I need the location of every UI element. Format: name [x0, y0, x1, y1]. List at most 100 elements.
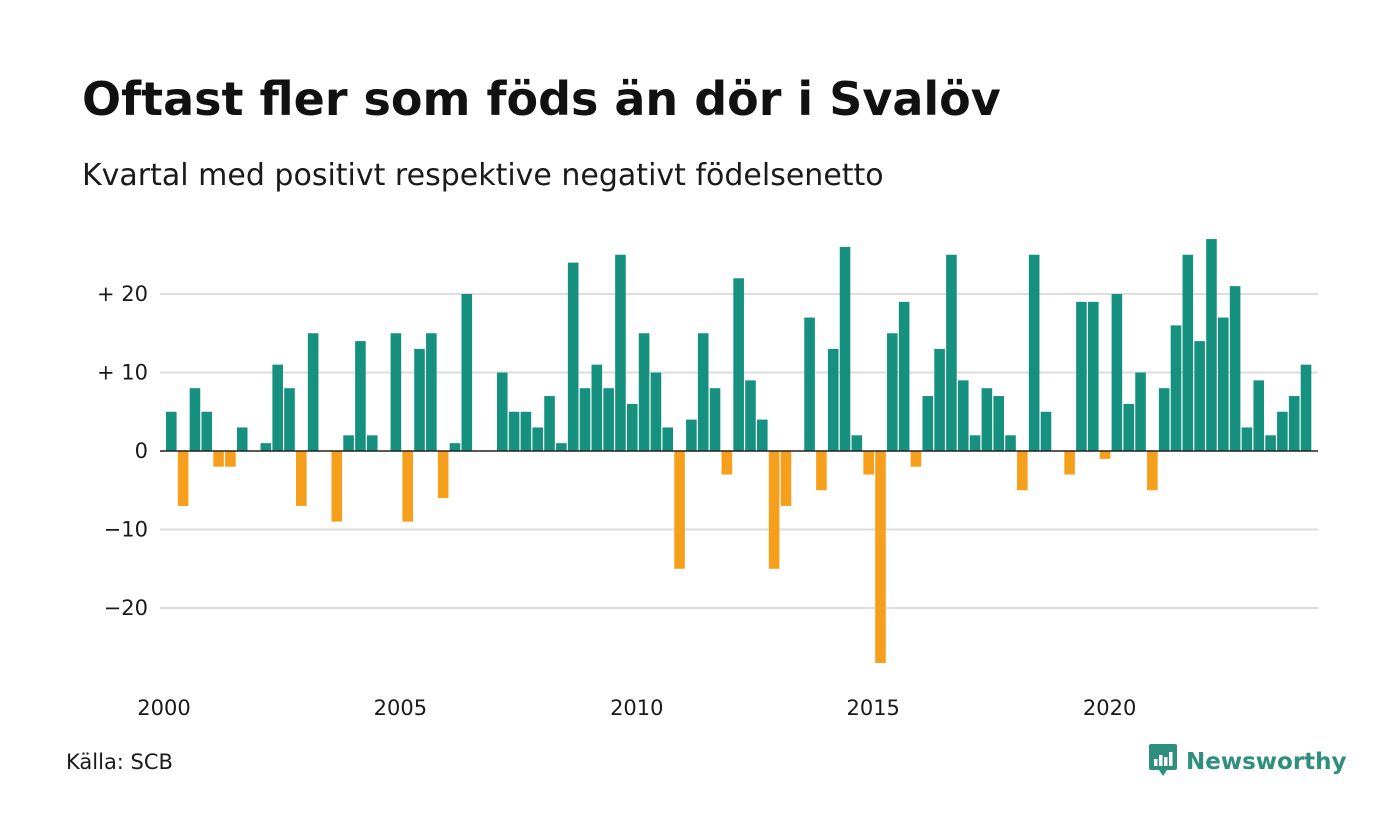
bar [449, 443, 461, 451]
bar [745, 380, 756, 451]
bar [260, 443, 272, 451]
bar [780, 451, 792, 506]
y-tick-label: −10 [104, 518, 148, 542]
bar [201, 411, 213, 451]
bar [236, 427, 248, 451]
axes: + 20 + 10 0 −10 −20 2000 2005 2010 2015 2020 [97, 282, 1318, 720]
bar [626, 403, 638, 451]
bar-chart-speech-bubble-icon [1148, 743, 1178, 781]
bar [1076, 301, 1087, 451]
bar [1194, 341, 1205, 451]
bar [402, 451, 413, 522]
bar [1241, 427, 1253, 451]
bar [839, 246, 851, 451]
bar [1158, 388, 1170, 451]
bar [177, 451, 189, 506]
y-tick-label: 0 [135, 439, 148, 463]
bar [1040, 411, 1052, 451]
bar [225, 451, 236, 467]
bar [1123, 403, 1135, 451]
bar [768, 451, 780, 569]
bar [213, 451, 224, 467]
bar [863, 451, 874, 475]
bar [603, 388, 614, 451]
bar [1087, 301, 1099, 451]
bar [816, 451, 827, 491]
bar [390, 333, 402, 451]
bar [875, 451, 886, 663]
bar [697, 333, 709, 451]
bar [579, 388, 591, 451]
bar [662, 427, 674, 451]
bar [544, 396, 555, 451]
chart-title: Oftast fler som föds än dör i Svalöv [82, 72, 1001, 126]
bar [556, 443, 567, 451]
bar [851, 435, 863, 451]
bar [1206, 239, 1217, 451]
bar [898, 301, 910, 451]
bar [1135, 372, 1146, 451]
chart-subtitle: Kvartal med positivt respektive negativt… [82, 158, 884, 193]
source-note: Källa: SCB [66, 750, 173, 774]
brand-logo: Newsworthy [1148, 744, 1347, 780]
bar [1147, 451, 1158, 491]
bar [591, 364, 603, 451]
bar [827, 348, 839, 451]
bar [1265, 435, 1276, 451]
bar [331, 451, 343, 522]
bar [1028, 254, 1040, 451]
y-tick-label: + 20 [97, 282, 148, 306]
bar [1170, 325, 1182, 451]
bar [721, 451, 733, 475]
bar [366, 435, 378, 451]
bar [615, 254, 626, 451]
x-tick-label: 2000 [137, 696, 190, 720]
bar [520, 411, 532, 451]
bar [686, 419, 697, 451]
bar [981, 388, 993, 451]
bar [508, 411, 520, 451]
bar [1217, 317, 1229, 451]
bar [426, 333, 437, 451]
bar [1017, 451, 1028, 491]
bar [1229, 286, 1241, 451]
bar [957, 380, 969, 451]
bar [910, 451, 922, 467]
y-tick-label: −20 [104, 596, 148, 620]
bar [1064, 451, 1075, 475]
bar [1300, 364, 1312, 451]
bar [757, 419, 768, 451]
bar [674, 451, 685, 569]
y-tick-label: + 10 [97, 361, 148, 385]
bar [709, 388, 721, 451]
bar [1099, 451, 1111, 459]
bar [934, 348, 945, 451]
bar [1005, 435, 1016, 451]
bar [461, 294, 473, 451]
bar [638, 333, 650, 451]
bar [496, 372, 508, 451]
bar [296, 451, 307, 506]
bar [1111, 294, 1123, 451]
bar [343, 435, 354, 451]
bar [567, 262, 579, 451]
bar [922, 396, 934, 451]
bar [355, 341, 366, 451]
bar [532, 427, 544, 451]
bar [650, 372, 662, 451]
bar [189, 388, 201, 451]
bar [969, 435, 981, 451]
x-tick-label: 2005 [374, 696, 427, 720]
bars [166, 239, 1312, 663]
bar [887, 333, 898, 451]
bar [284, 388, 295, 451]
x-tick-label: 2010 [610, 696, 663, 720]
bar [166, 411, 177, 451]
brand-name: Newsworthy [1186, 749, 1347, 775]
bar [1277, 411, 1288, 451]
bar [946, 254, 957, 451]
bar [993, 396, 1004, 451]
bar [414, 348, 425, 451]
bar [1182, 254, 1194, 451]
bar [272, 364, 283, 451]
